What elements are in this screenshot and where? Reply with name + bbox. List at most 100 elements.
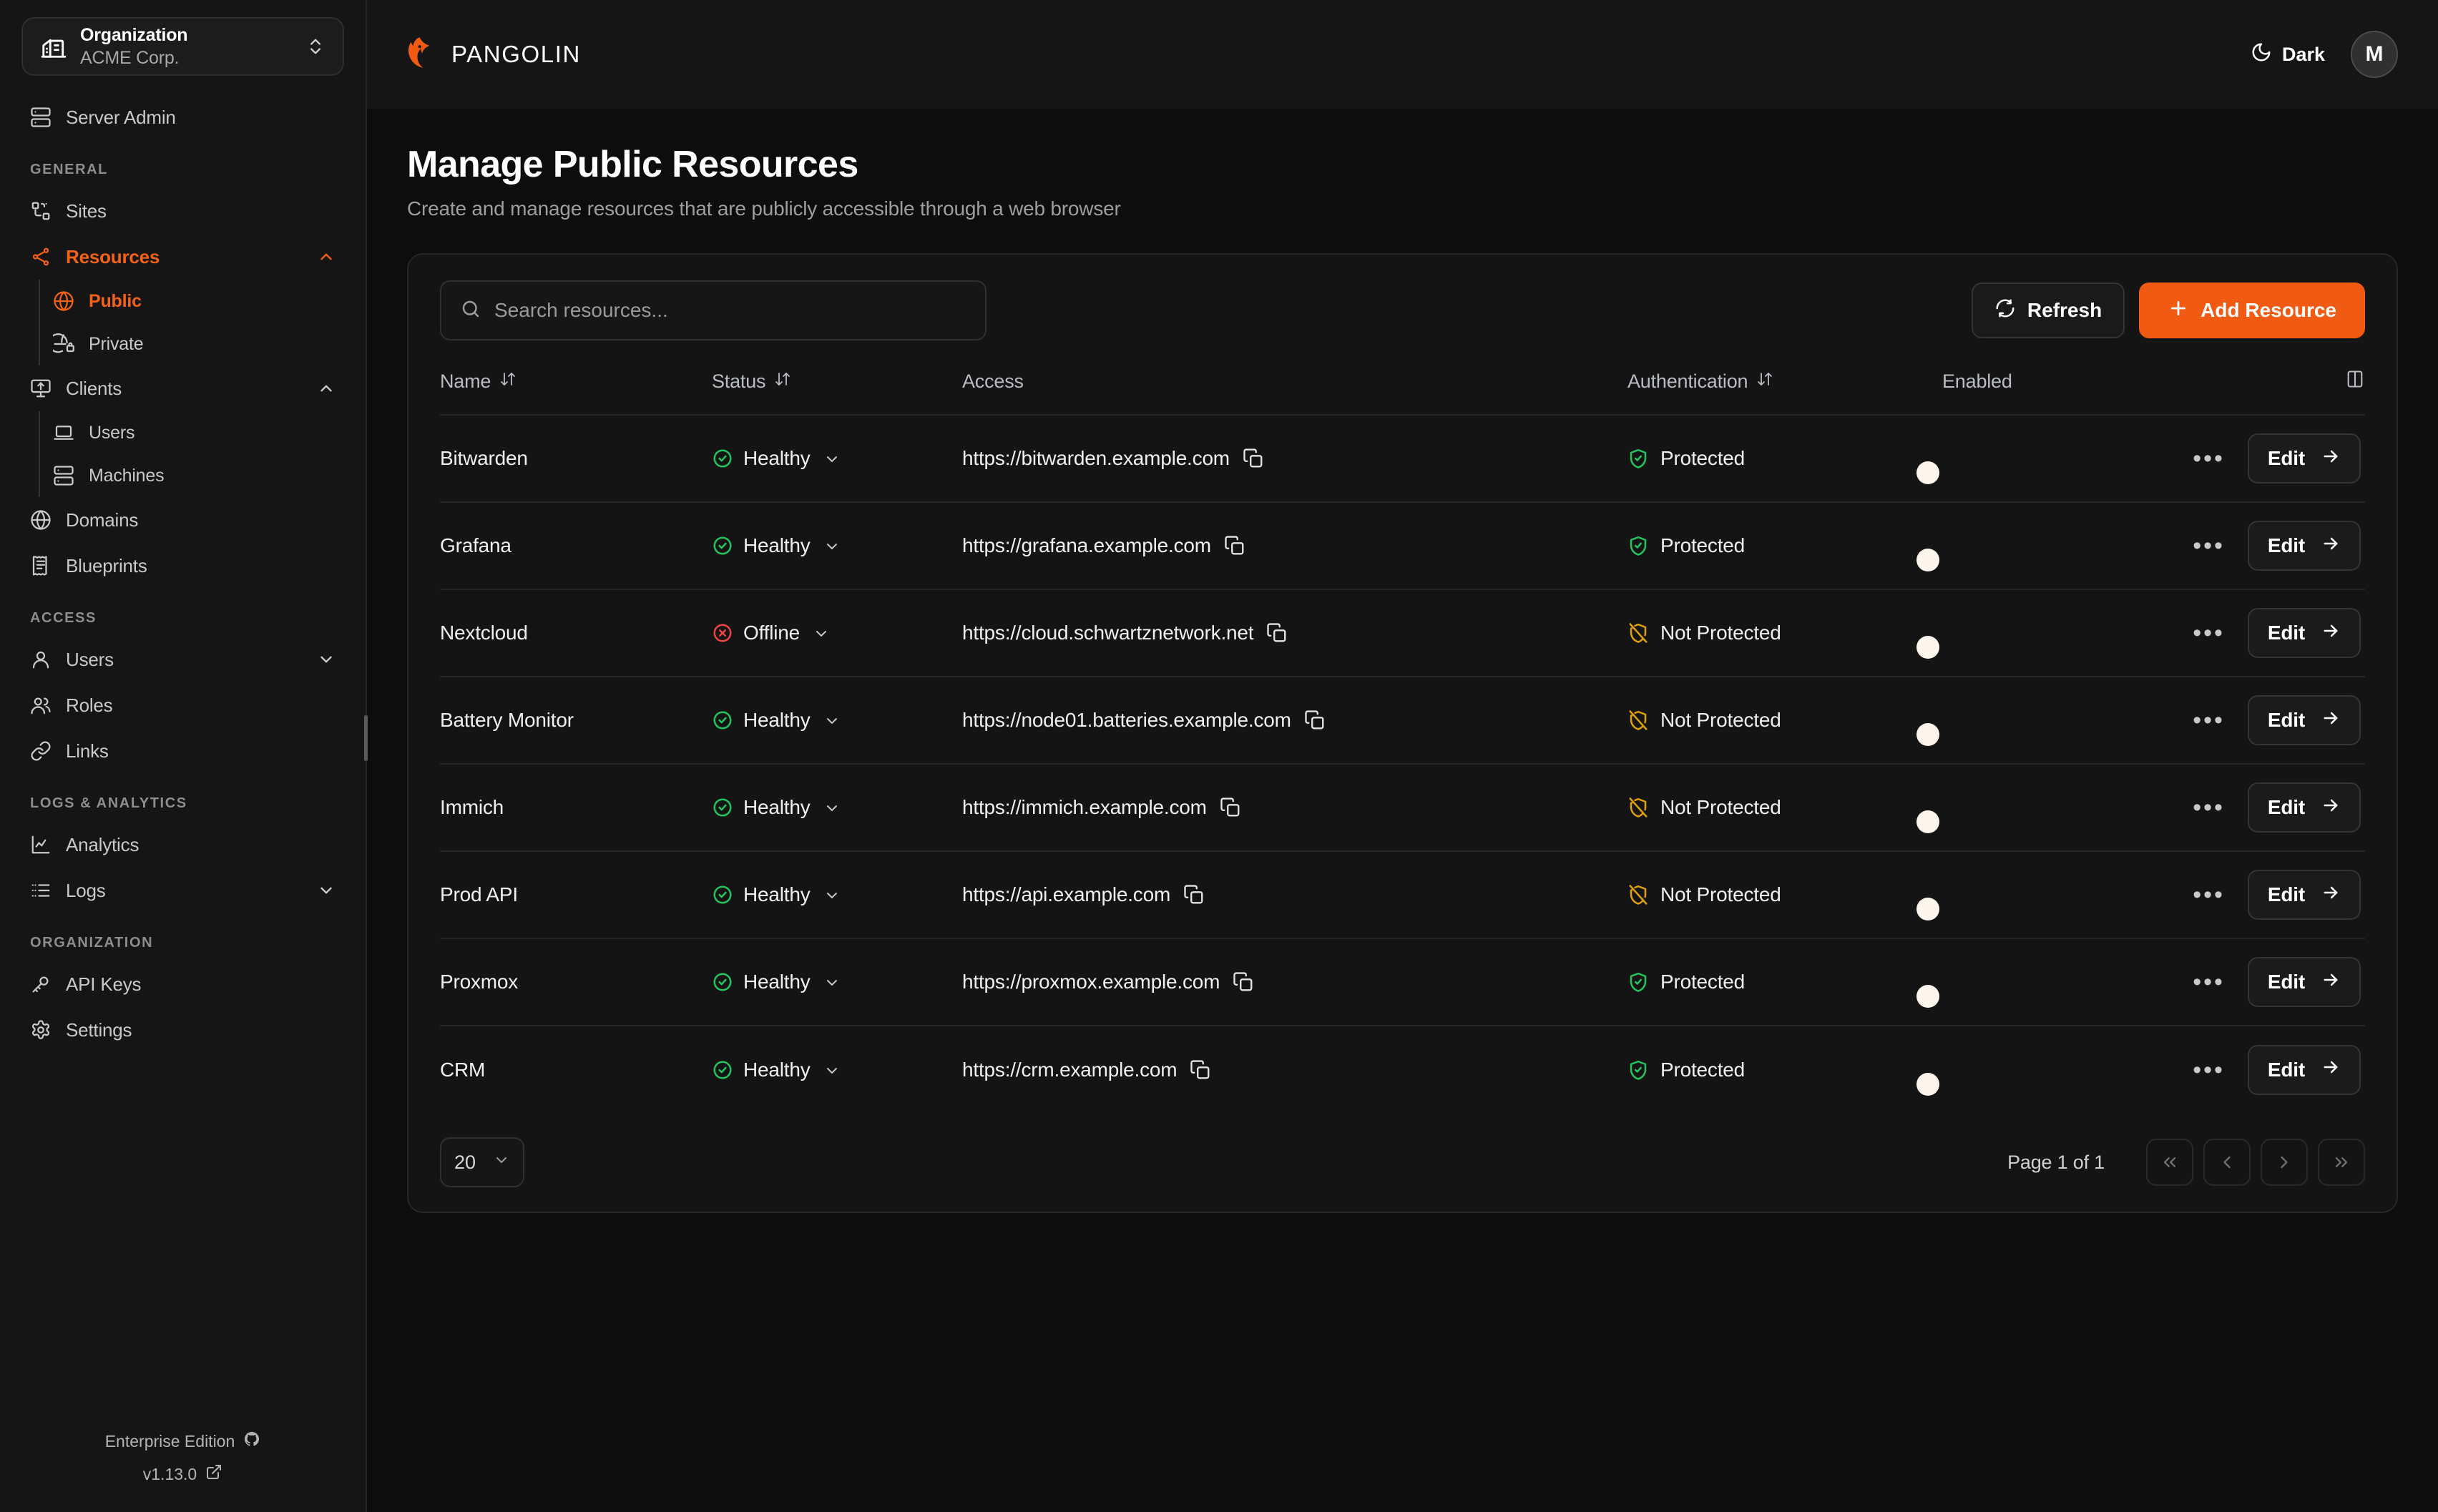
last-page-button[interactable] — [2318, 1139, 2365, 1186]
copy-icon[interactable] — [1243, 448, 1264, 469]
org-switcher[interactable]: Organization ACME Corp. — [21, 17, 344, 76]
edit-label: Edit — [2267, 709, 2305, 731]
sidebar-item-machines[interactable]: Machines — [44, 454, 344, 497]
row-menu-button[interactable]: ••• — [2193, 794, 2225, 821]
sidebar-item-public[interactable]: Public — [44, 280, 344, 323]
table-row[interactable]: Grafana Healthy https://grafana.example.co… — [440, 501, 2365, 589]
sidebar-item-server-admin[interactable]: Server Admin — [21, 94, 344, 140]
status-label: Healthy — [743, 971, 811, 993]
sidebar-item-resources[interactable]: Resources — [21, 234, 344, 280]
sidebar-item-label: Server Admin — [66, 106, 176, 128]
status-badge[interactable]: Healthy — [712, 709, 962, 732]
row-menu-button[interactable]: ••• — [2193, 445, 2225, 472]
sidebar-scrollbar[interactable] — [364, 715, 368, 761]
first-page-button[interactable] — [2146, 1139, 2193, 1186]
sidebar-item-logs[interactable]: Logs — [21, 868, 344, 913]
edit-button[interactable]: Edit — [2247, 695, 2361, 745]
table-row[interactable]: CRM Healthy https://crm.example.com Protect… — [440, 1025, 2365, 1113]
add-resource-button[interactable]: Add Resource — [2139, 283, 2365, 338]
resource-url[interactable]: https://crm.example.com — [962, 1058, 1178, 1081]
search-box[interactable] — [440, 280, 987, 340]
search-input[interactable] — [494, 299, 966, 322]
arrow-right-icon — [2321, 970, 2341, 995]
sidebar-group-logs-analytics: LOGS & ANALYTICS — [30, 795, 187, 811]
avatar[interactable]: M — [2351, 31, 2398, 78]
status-badge[interactable]: Healthy — [712, 447, 962, 470]
copy-icon[interactable] — [1190, 1059, 1211, 1081]
theme-toggle[interactable]: Dark — [2251, 41, 2325, 68]
resource-url[interactable]: https://proxmox.example.com — [962, 971, 1220, 993]
status-badge[interactable]: Healthy — [712, 971, 962, 993]
row-menu-button[interactable]: ••• — [2193, 1056, 2225, 1084]
resource-url[interactable]: https://grafana.example.com — [962, 534, 1211, 556]
sidebar-item-users[interactable]: Users — [21, 637, 344, 682]
sidebar-item-settings[interactable]: Settings — [21, 1007, 344, 1053]
table-row[interactable]: Bitwarden Healthy https://bitwarden.exampl… — [440, 414, 2365, 502]
copy-icon[interactable] — [1304, 710, 1326, 731]
auth-label: Protected — [1660, 447, 1746, 469]
status-badge[interactable]: Offline — [712, 622, 962, 644]
edition-link[interactable]: Enterprise Edition — [105, 1430, 261, 1452]
resource-url[interactable]: https://cloud.schwartznetwork.net — [962, 622, 1254, 644]
sidebar-item-private[interactable]: Private — [44, 323, 344, 365]
edit-button[interactable]: Edit — [2247, 521, 2361, 571]
sidebar-item-roles[interactable]: Roles — [21, 682, 344, 728]
refresh-button[interactable]: Refresh — [1971, 283, 2125, 338]
sidebar-item-blueprints[interactable]: Blueprints — [21, 543, 344, 589]
copy-icon[interactable] — [1183, 884, 1205, 905]
version-link[interactable]: v1.13.0 — [143, 1463, 222, 1485]
sidebar-item-sites[interactable]: Sites — [21, 188, 344, 234]
resource-url[interactable]: https://bitwarden.example.com — [962, 447, 1230, 469]
chevron-down-icon — [493, 1152, 510, 1174]
cell-enabled — [1916, 938, 2128, 1026]
sidebar-item-analytics[interactable]: Analytics — [21, 822, 344, 868]
shield-off-icon — [1627, 710, 1649, 731]
status-badge[interactable]: Healthy — [712, 883, 962, 906]
table-row[interactable]: Proxmox Healthy https://proxmox.example.co… — [440, 938, 2365, 1026]
resource-url[interactable]: https://api.example.com — [962, 883, 1171, 905]
resource-url[interactable]: https://node01.batteries.example.com — [962, 709, 1291, 731]
resource-url[interactable]: https://immich.example.com — [962, 796, 1207, 818]
resources-icon — [30, 246, 52, 267]
edit-button[interactable]: Edit — [2247, 957, 2361, 1007]
laptop-icon — [53, 422, 74, 443]
sidebar-item-api-keys[interactable]: API Keys — [21, 961, 344, 1007]
table-row[interactable]: Nextcloud Offline https://cloud.schwartzne… — [440, 589, 2365, 677]
arrow-right-icon — [2321, 795, 2341, 820]
sidebar-item-clients[interactable]: Clients — [21, 365, 344, 411]
sidebar-item-domains[interactable]: Domains — [21, 497, 344, 543]
edit-button[interactable]: Edit — [2247, 608, 2361, 658]
copy-icon[interactable] — [1266, 622, 1288, 644]
copy-icon[interactable] — [1224, 535, 1245, 556]
sidebar-item-links[interactable]: Links — [21, 728, 344, 774]
status-badge[interactable]: Healthy — [712, 534, 962, 557]
table-row[interactable]: Prod API Healthy https://api.example.com No… — [440, 850, 2365, 938]
column-header-name[interactable]: Name — [440, 369, 712, 415]
brand[interactable]: PANGOLIN — [401, 35, 581, 74]
row-menu-button[interactable]: ••• — [2193, 881, 2225, 908]
edit-button[interactable]: Edit — [2247, 433, 2361, 483]
pagination: 20 Page 1 of 1 — [440, 1137, 2365, 1187]
page-size-select[interactable]: 20 — [440, 1137, 524, 1187]
row-menu-button[interactable]: ••• — [2193, 707, 2225, 734]
row-menu-button[interactable]: ••• — [2193, 968, 2225, 996]
status-badge[interactable]: Healthy — [712, 1059, 962, 1081]
status-badge[interactable]: Healthy — [712, 796, 962, 819]
edit-button[interactable]: Edit — [2247, 870, 2361, 920]
row-menu-button[interactable]: ••• — [2193, 532, 2225, 559]
row-menu-button[interactable]: ••• — [2193, 619, 2225, 647]
column-header-status[interactable]: Status — [712, 369, 962, 415]
edit-button[interactable]: Edit — [2247, 782, 2361, 833]
columns-icon[interactable] — [2345, 369, 2365, 389]
copy-icon[interactable] — [1220, 797, 1241, 818]
table-row[interactable]: Immich Healthy https://immich.example.com N… — [440, 763, 2365, 851]
prev-page-button[interactable] — [2203, 1139, 2251, 1186]
next-page-button[interactable] — [2261, 1139, 2308, 1186]
edit-button[interactable]: Edit — [2247, 1044, 2361, 1095]
sidebar-group-general: GENERAL — [30, 162, 108, 177]
copy-icon[interactable] — [1233, 971, 1254, 993]
column-header-authentication[interactable]: Authentication — [1627, 369, 1942, 415]
table-row[interactable]: Battery Monitor Healthy https://node01.bat… — [440, 676, 2365, 764]
sidebar-item-users-clients[interactable]: Users — [44, 411, 344, 454]
cell-actions: ••• Edit — [2128, 589, 2365, 677]
